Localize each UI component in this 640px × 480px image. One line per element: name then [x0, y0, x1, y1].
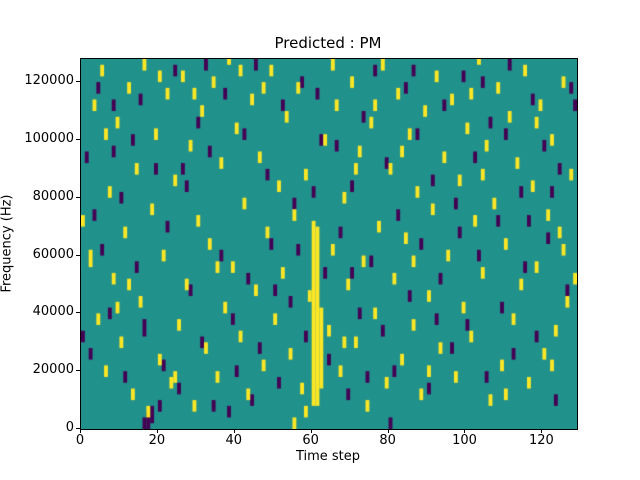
y-tick-mark: [76, 81, 80, 83]
x-tick-label: 60: [302, 433, 319, 448]
x-tick-mark: [233, 429, 235, 433]
x-tick-label: 100: [452, 433, 477, 448]
y-tick-label: 120000: [24, 73, 74, 89]
y-tick-mark: [76, 370, 80, 372]
chart-title: Predicted : PM: [274, 34, 382, 52]
y-tick-mark: [76, 254, 80, 256]
y-tick-mark: [76, 428, 80, 429]
heatmap-canvas: [81, 59, 577, 429]
y-tick-mark: [76, 138, 80, 140]
x-tick-mark: [387, 429, 389, 433]
x-tick-label: 0: [75, 433, 85, 448]
x-tick-mark: [156, 429, 158, 433]
x-tick-label: 80: [379, 433, 396, 448]
y-tick-mark: [76, 196, 80, 198]
x-tick-mark: [464, 429, 466, 433]
x-tick-label: 40: [225, 433, 243, 448]
y-tick-label: 0: [65, 420, 74, 435]
plot-area: [80, 58, 578, 430]
x-tick-label: 120: [528, 433, 554, 448]
y-tick-label: 20000: [32, 362, 74, 378]
x-tick-label: 20: [148, 433, 166, 448]
x-tick-mark: [541, 429, 543, 433]
y-tick-label: 100000: [24, 130, 74, 146]
y-tick-mark: [76, 312, 80, 314]
y-tick-label: 40000: [32, 304, 74, 320]
y-tick-label: 80000: [32, 188, 74, 204]
x-tick-mark: [80, 429, 81, 433]
x-tick-mark: [310, 429, 312, 433]
x-axis-label: Time step: [295, 449, 361, 464]
y-tick-label: 60000: [32, 246, 74, 262]
